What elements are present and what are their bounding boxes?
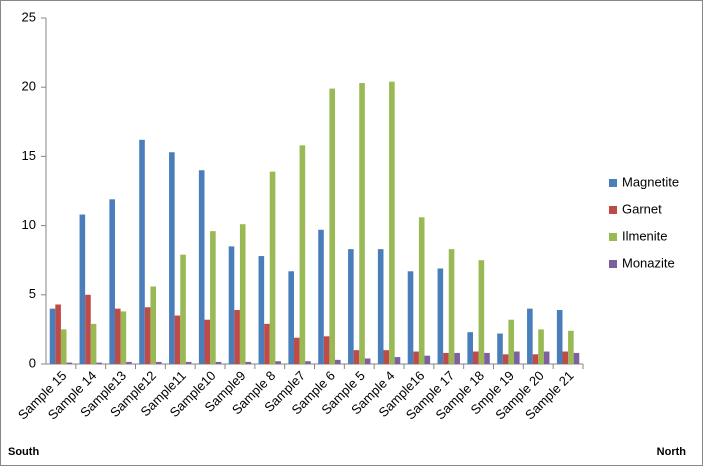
legend-label: Ilmenite (622, 228, 668, 243)
bar (329, 88, 336, 365)
bar (198, 170, 205, 364)
bar (180, 254, 186, 364)
legend-swatch (609, 233, 617, 241)
bar (527, 308, 533, 364)
bar (96, 362, 102, 364)
bar (109, 199, 115, 364)
legend-swatch (609, 260, 617, 268)
bar (413, 351, 419, 364)
bar (66, 362, 73, 364)
bar (353, 350, 360, 364)
bar (210, 231, 216, 364)
bar (532, 354, 539, 364)
bar (454, 352, 460, 364)
legend-label: Monazite (622, 255, 675, 270)
y-tick-label: 20 (22, 79, 36, 94)
bar (120, 311, 127, 364)
bar (538, 329, 544, 364)
bar (228, 246, 235, 364)
bar (234, 310, 240, 364)
bar (215, 361, 222, 364)
bar (335, 359, 341, 364)
bar (264, 323, 270, 364)
bar (389, 81, 395, 364)
bar (502, 354, 509, 364)
y-tick-label: 25 (22, 9, 36, 24)
bar (288, 271, 294, 364)
north-label: North (657, 446, 687, 458)
bar (443, 352, 449, 364)
bar (407, 271, 414, 364)
bar (258, 256, 265, 364)
south-label: South (8, 446, 39, 458)
bar (364, 358, 371, 364)
bar (275, 361, 281, 364)
bar (245, 361, 252, 364)
bar (484, 352, 490, 364)
bar (60, 329, 67, 364)
bar (126, 361, 132, 364)
bar (573, 352, 580, 364)
bar (299, 145, 306, 364)
bar (169, 152, 175, 364)
bar (383, 350, 390, 364)
bar (318, 229, 324, 364)
bar (90, 323, 97, 364)
bar (156, 361, 162, 364)
bar (85, 294, 91, 364)
bar (269, 171, 276, 364)
bar (144, 307, 151, 364)
bar (418, 217, 425, 364)
bar (55, 304, 61, 364)
bar (568, 330, 574, 364)
bar (239, 224, 246, 364)
bar (424, 355, 431, 364)
bar (185, 361, 192, 364)
bar (543, 351, 550, 364)
bar (514, 351, 520, 364)
bar (394, 357, 401, 364)
y-tick-label: 0 (29, 355, 36, 370)
bar (359, 83, 365, 364)
legend-label: Garnet (622, 201, 662, 216)
bar (305, 361, 311, 364)
bar (323, 336, 330, 364)
y-tick-label: 15 (22, 148, 36, 163)
bar (348, 249, 354, 364)
bar (139, 139, 145, 364)
bar (556, 310, 563, 364)
bar (437, 268, 444, 364)
bar (79, 214, 86, 364)
y-tick-label: 10 (22, 217, 36, 232)
legend-label: Magnetite (622, 174, 679, 189)
bar (497, 333, 503, 364)
y-tick-label: 5 (29, 286, 36, 301)
bar (150, 286, 157, 364)
bar (377, 249, 384, 364)
legend-swatch (609, 179, 617, 187)
bar (448, 249, 455, 364)
bar (472, 351, 479, 364)
legend-swatch (609, 206, 617, 214)
bar (562, 351, 569, 364)
bar (508, 319, 515, 364)
bar (293, 337, 300, 364)
bar (467, 332, 473, 364)
bar (204, 319, 211, 364)
bar (478, 260, 485, 364)
bar (49, 308, 56, 364)
bar (174, 315, 181, 364)
bar (114, 308, 121, 364)
